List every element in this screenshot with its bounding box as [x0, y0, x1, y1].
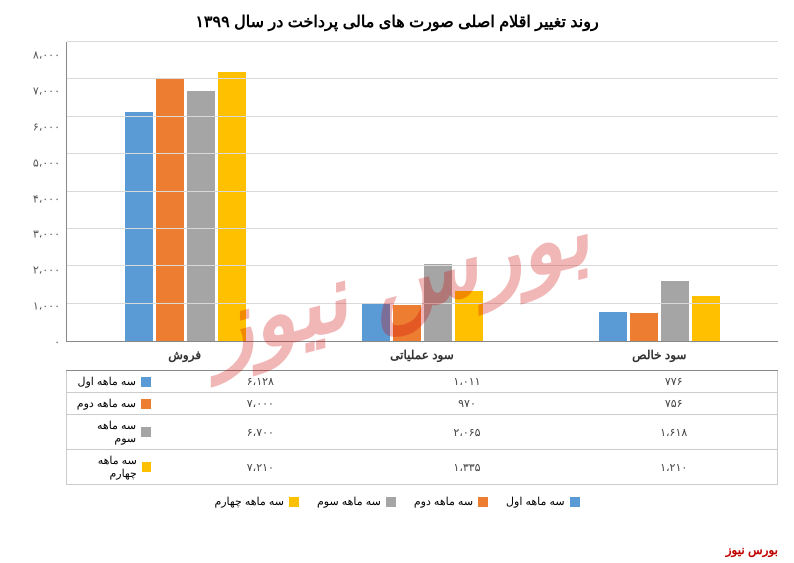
bar: [218, 72, 246, 341]
grid-line: [67, 191, 778, 192]
table-row-header: سه ماهه سوم: [67, 415, 157, 449]
legend-item: سه ماهه دوم: [414, 495, 488, 508]
table-cell: ۷،۲۱۰: [157, 457, 364, 478]
footer-source: بورس نیوز: [726, 543, 778, 557]
data-table: سه ماهه اول ۶،۱۲۸۱،۰۱۱۷۷۶ سه ماهه دوم ۷،۰۰۰…: [66, 370, 778, 485]
color-swatch: [386, 497, 396, 507]
table-cell: ۷۷۶: [570, 371, 777, 392]
table-row-header: سه ماهه اول: [67, 371, 157, 392]
chart-title: روند تغییر اقلام اصلی صورت های مالی پردا…: [16, 12, 778, 32]
x-label: سود عملیاتی: [303, 348, 540, 362]
x-label: سود خالص: [541, 348, 778, 362]
legend-label: سه ماهه سوم: [317, 495, 381, 508]
series-name: سه ماهه چهارم: [73, 454, 137, 480]
bar: [630, 313, 658, 341]
bar: [125, 112, 153, 341]
color-swatch: [141, 427, 151, 437]
table-cell: ۱،۲۱۰: [570, 457, 777, 478]
legend-item: سه ماهه چهارم: [214, 495, 299, 508]
color-swatch: [478, 497, 488, 507]
table-row: سه ماهه سوم ۶،۷۰۰۲،۰۶۵۱،۶۱۸: [66, 415, 778, 450]
table-row: سه ماهه اول ۶،۱۲۸۱،۰۱۱۷۷۶: [66, 371, 778, 393]
y-tick: ۶،۰۰۰: [33, 120, 60, 133]
y-axis: ۸،۰۰۰ ۷،۰۰۰ ۶،۰۰۰ ۵،۰۰۰ ۴،۰۰۰ ۳،۰۰۰ ۲،۰۰…: [16, 42, 66, 342]
legend-item: سه ماهه سوم: [317, 495, 396, 508]
color-swatch: [141, 399, 151, 409]
bar: [599, 312, 627, 341]
table-cell: ۱،۶۱۸: [570, 422, 777, 443]
color-swatch: [289, 497, 299, 507]
series-name: سه ماهه دوم: [77, 397, 136, 410]
chart-area: ۸،۰۰۰ ۷،۰۰۰ ۶،۰۰۰ ۵،۰۰۰ ۴،۰۰۰ ۳،۰۰۰ ۲،۰۰…: [16, 42, 778, 342]
bar: [362, 303, 390, 341]
bar: [393, 305, 421, 341]
plot-area: [66, 42, 778, 342]
grid-line: [67, 228, 778, 229]
table-cell: ۷۵۶: [570, 393, 777, 414]
grid-line: [67, 153, 778, 154]
table-row-header: سه ماهه چهارم: [67, 450, 157, 484]
legend-label: سه ماهه دوم: [414, 495, 473, 508]
bar-group: [304, 42, 541, 341]
table-cell: ۱،۰۱۱: [364, 371, 571, 392]
grid-line: [67, 116, 778, 117]
table-cell: ۷،۰۰۰: [157, 393, 364, 414]
y-tick: ۲،۰۰۰: [33, 264, 60, 277]
y-tick: ۱،۰۰۰: [33, 300, 60, 313]
table-row: سه ماهه دوم ۷،۰۰۰۹۷۰۷۵۶: [66, 393, 778, 415]
y-tick: ۴،۰۰۰: [33, 192, 60, 205]
y-tick: ۸،۰۰۰: [33, 49, 60, 62]
table-row-header: سه ماهه دوم: [67, 393, 157, 414]
grid-line: [67, 265, 778, 266]
y-tick: ۷،۰۰۰: [33, 84, 60, 97]
x-axis-labels: فروش سود عملیاتی سود خالص: [66, 348, 778, 362]
bar: [661, 281, 689, 341]
grid-line: [67, 41, 778, 42]
series-name: سه ماهه سوم: [73, 419, 136, 445]
table-cell: ۶،۱۲۸: [157, 371, 364, 392]
x-label: فروش: [66, 348, 303, 362]
table-row: سه ماهه چهارم ۷،۲۱۰۱،۳۳۵۱،۲۱۰: [66, 450, 778, 485]
table-cell: ۶،۷۰۰: [157, 422, 364, 443]
y-tick: ۰: [54, 336, 60, 349]
bar-group: [541, 42, 778, 341]
bar-group: [67, 42, 304, 341]
legend-label: سه ماهه اول: [506, 495, 565, 508]
table-cell: ۹۷۰: [364, 393, 571, 414]
legend-label: سه ماهه چهارم: [214, 495, 284, 508]
grid-line: [67, 78, 778, 79]
table-cell: ۱،۳۳۵: [364, 457, 571, 478]
y-tick: ۳،۰۰۰: [33, 228, 60, 241]
legend-item: سه ماهه اول: [506, 495, 580, 508]
y-tick: ۵،۰۰۰: [33, 156, 60, 169]
color-swatch: [570, 497, 580, 507]
legend: سه ماهه اول سه ماهه دوم سه ماهه سوم سه ماهه…: [16, 495, 778, 508]
table-cell: ۲،۰۶۵: [364, 422, 571, 443]
bar: [455, 291, 483, 341]
color-swatch: [141, 377, 151, 387]
grid-line: [67, 303, 778, 304]
color-swatch: [142, 462, 151, 472]
series-name: سه ماهه اول: [77, 375, 136, 388]
